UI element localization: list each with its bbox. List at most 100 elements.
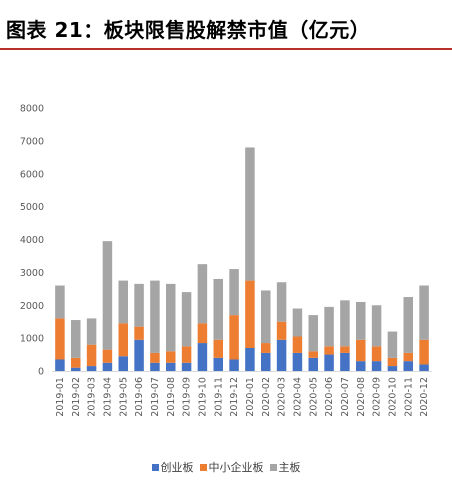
bar-segment: [55, 285, 65, 319]
bar-segment: [403, 297, 413, 353]
x-tick-label: 2019-05: [118, 377, 129, 417]
legend-swatch: [151, 464, 159, 471]
x-tick-label: 2019-01: [55, 377, 66, 417]
x-tick-label: 2019-07: [150, 377, 161, 417]
y-tick-label: 3000: [20, 268, 44, 279]
legend-item: 主板: [269, 459, 301, 475]
x-tick-label: 2020-04: [292, 377, 303, 417]
bar-segment: [324, 346, 334, 355]
y-axis-ticks: 0 1000 2000 3000 4000 5000 6000 7000 8000: [20, 104, 44, 378]
bar-segment: [371, 305, 382, 347]
bar-segment: [86, 318, 97, 345]
bar-segment: [197, 264, 208, 324]
bar-segment: [118, 356, 128, 371]
bar-segment: [150, 362, 160, 371]
bar-segment: [308, 357, 318, 371]
bar-segment: [181, 346, 192, 363]
y-tick-label: 4000: [20, 235, 44, 246]
bar-segment: [166, 362, 176, 371]
bar-segment: [387, 366, 398, 371]
bar-segment: [150, 352, 160, 363]
x-tick-label: 2019-02: [71, 377, 82, 417]
bar-segment: [118, 280, 128, 324]
bar-segment: [324, 306, 334, 347]
bar-segment: [197, 323, 208, 344]
bar-series: [55, 147, 429, 371]
bar-segment: [102, 349, 113, 363]
bar-segment: [86, 366, 97, 371]
bar-segment: [55, 359, 65, 371]
chart-title: 图表 21：板块限售股解禁市值（亿元）: [6, 18, 371, 42]
bar-segment: [403, 352, 413, 362]
bar-segment: [419, 285, 429, 340]
bar-segment: [229, 359, 239, 371]
bar-segment: [245, 147, 255, 281]
bar-segment: [134, 326, 144, 340]
bar-segment: [181, 292, 192, 347]
bar-segment: [308, 315, 318, 352]
x-tick-label: 2019-04: [102, 377, 113, 417]
bar-segment: [150, 280, 160, 353]
bar-segment: [166, 351, 176, 363]
bar-segment: [340, 300, 350, 347]
bar-segment: [371, 361, 382, 371]
bar-segment: [356, 301, 366, 340]
bar-segment: [292, 308, 303, 337]
bar-segment: [245, 347, 255, 371]
x-tick-label: 2020-07: [340, 377, 351, 417]
bar-segment: [71, 367, 81, 371]
x-tick-label: 2020-03: [277, 377, 288, 417]
x-tick-label: 2020-06: [324, 377, 335, 417]
x-tick-label: 2019-06: [134, 377, 145, 417]
bar-segment: [229, 269, 239, 316]
bar-segment: [419, 364, 429, 371]
x-tick-label: 2020-08: [356, 377, 367, 417]
bar-segment: [71, 320, 81, 358]
x-tick-label: 2020-11: [403, 377, 414, 417]
y-tick-label: 5000: [20, 202, 44, 213]
x-tick-label: 2019-08: [166, 377, 177, 417]
bar-segment: [229, 315, 239, 360]
bar-segment: [292, 336, 303, 353]
bar-segment: [261, 343, 271, 353]
x-tick-label: 2020-01: [245, 377, 256, 417]
legend-item: 中小企业板: [199, 459, 264, 475]
y-tick-label: 1000: [20, 334, 44, 345]
bar-segment: [102, 241, 113, 350]
bar-segment: [308, 351, 318, 358]
x-tick-label: 2020-05: [308, 377, 319, 417]
x-tick-label: 2019-12: [229, 377, 240, 417]
bar-segment: [71, 357, 81, 368]
bar-segment: [276, 321, 287, 340]
legend-swatch: [199, 464, 207, 471]
bar-segment: [134, 283, 144, 327]
title-rule: [0, 48, 452, 50]
bar-segment: [419, 339, 429, 365]
x-tick-label: 2019-11: [213, 377, 224, 417]
bar-segment: [261, 290, 271, 344]
bar-segment: [340, 346, 350, 353]
bar-segment: [118, 323, 128, 357]
bar-segment: [276, 282, 287, 322]
x-tick-label: 2020-10: [387, 377, 398, 417]
bar-segment: [403, 361, 413, 371]
legend-label: 中小企业板: [208, 461, 264, 474]
y-tick-label: 0: [38, 367, 44, 378]
bar-segment: [387, 357, 398, 367]
bar-segment: [213, 278, 223, 340]
bar-segment: [387, 331, 398, 358]
legend-swatch: [269, 464, 277, 471]
legend-label: 主板: [278, 461, 301, 474]
bar-segment: [356, 361, 366, 371]
bar-segment: [102, 362, 113, 371]
x-tick-label: 2019-09: [182, 377, 193, 417]
x-tick-label: 2020-09: [372, 377, 383, 417]
bar-segment: [55, 318, 65, 360]
bar-segment: [292, 352, 303, 371]
x-tick-label: 2020-12: [419, 377, 430, 417]
bar-segment: [166, 283, 176, 352]
legend-label: 创业板: [160, 461, 194, 474]
bar-segment: [276, 339, 287, 371]
bar-segment: [213, 339, 223, 358]
bar-segment: [134, 339, 144, 371]
